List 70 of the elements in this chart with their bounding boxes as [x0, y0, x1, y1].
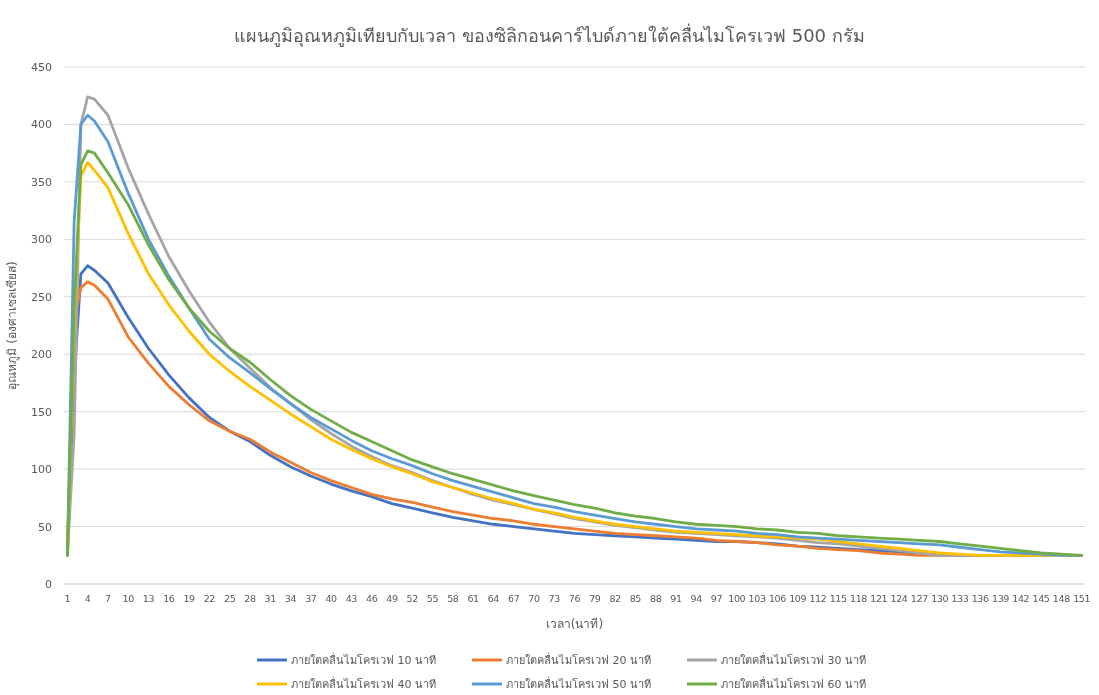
x-tick-label: 106: [768, 593, 787, 604]
x-tick-label: 7: [105, 593, 112, 604]
x-tick-label: 121: [870, 593, 888, 604]
x-tick-label: 25: [224, 593, 236, 604]
x-tick-label: 19: [183, 593, 196, 604]
y-axis-title: อุณหภูมิ (องศาเซลเซียส): [5, 261, 20, 390]
x-tick-label: 67: [508, 593, 520, 604]
x-tick-label: 145: [1032, 593, 1050, 604]
legend-label: ภายใตคลื่นไมโครเวฟ 50 นาที: [506, 676, 651, 691]
x-tick-label: 79: [589, 593, 601, 604]
x-axis-title: เวลา(นาที): [545, 617, 604, 631]
x-tick-label: 49: [386, 593, 398, 604]
x-tick-label: 61: [467, 593, 480, 604]
x-tick-label: 10: [122, 593, 135, 604]
x-tick-label: 112: [809, 593, 827, 604]
x-tick-label: 82: [609, 593, 622, 604]
x-tick-label: 22: [203, 593, 216, 604]
x-tick-label: 46: [366, 593, 378, 604]
x-tick-label: 115: [829, 593, 848, 604]
x-tick-label: 85: [629, 593, 642, 604]
x-tick-label: 37: [305, 593, 317, 604]
y-tick-label: 150: [31, 405, 52, 419]
x-tick-label: 52: [406, 593, 419, 604]
x-tick-label: 76: [568, 593, 581, 604]
x-tick-label: 118: [850, 593, 868, 604]
x-tick-label: 142: [1012, 593, 1030, 604]
y-tick-label: 100: [31, 463, 52, 477]
x-tick-label: 139: [992, 593, 1010, 604]
y-tick-label: 300: [31, 233, 52, 247]
legend-label: ภายใตคลื่นไมโครเวฟ 30 นาที: [721, 652, 866, 667]
x-tick-label: 55: [426, 593, 439, 604]
x-tick-label: 43: [345, 593, 358, 604]
x-tick-label: 136: [971, 593, 990, 604]
x-tick-label: 97: [710, 593, 723, 604]
x-tick-label: 133: [951, 593, 969, 604]
y-tick-label: 250: [31, 290, 52, 304]
legend-label: ภายใตคลื่นไมโครเวฟ 10 นาที: [291, 652, 436, 667]
x-tick-label: 40: [325, 593, 338, 604]
y-tick-label: 400: [31, 118, 52, 132]
y-tick-label: 350: [31, 175, 52, 189]
x-tick-label: 16: [163, 593, 175, 604]
y-tick-label: 0: [45, 578, 52, 591]
x-tick-label: 148: [1052, 593, 1071, 604]
x-tick-label: 88: [649, 593, 662, 604]
x-tick-label: 100: [728, 593, 746, 604]
x-tick-label: 109: [789, 593, 807, 604]
x-tick-label: 94: [690, 593, 703, 604]
legend-label: ภายใตคลื่นไมโครเวฟ 40 นาที: [291, 676, 436, 691]
x-tick-label: 1: [64, 593, 71, 604]
x-tick-label: 13: [142, 593, 155, 604]
chart-title: แผนภูมิอุณหภูมิเทียบกับเวลา ของซิลิกอนคาร์ไบด์ภายใต้คลื่นไมโครเวฟ 500 กรัม: [234, 23, 865, 47]
x-tick-label: 64: [487, 593, 500, 604]
y-tick-label: 200: [31, 348, 52, 362]
x-tick-label: 70: [528, 593, 540, 604]
x-tick-label: 103: [748, 593, 766, 604]
x-tick-label: 73: [548, 593, 561, 604]
legend-label: ภายใตคลื่นไมโครเวฟ 60 นาที: [721, 676, 866, 691]
x-tick-label: 28: [244, 593, 256, 604]
x-tick-label: 58: [447, 593, 459, 604]
x-tick-label: 31: [264, 593, 277, 604]
legend-label: ภายใตคลื่นไมโครเวฟ 20 นาที: [506, 652, 651, 667]
x-tick-label: 91: [670, 593, 682, 604]
x-tick-label: 130: [931, 593, 949, 604]
x-tick-label: 151: [1073, 593, 1091, 604]
y-tick-label: 450: [31, 61, 52, 74]
x-tick-label: 34: [284, 593, 297, 604]
x-tick-label: 127: [910, 593, 929, 604]
x-tick-label: 4: [84, 593, 91, 604]
x-tick-label: 124: [890, 593, 908, 604]
y-tick-label: 50: [38, 520, 52, 534]
